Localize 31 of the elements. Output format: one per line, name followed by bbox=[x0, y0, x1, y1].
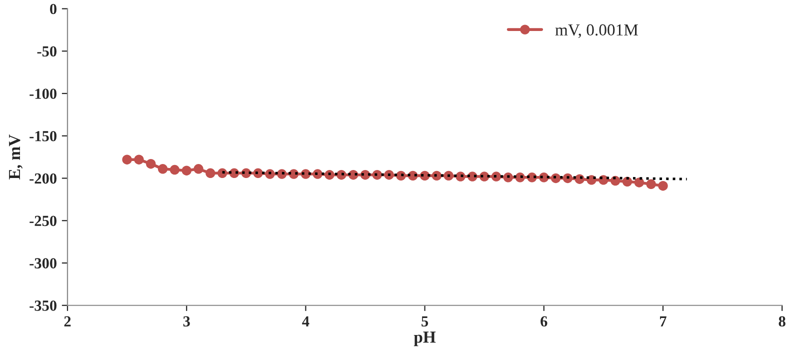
point bbox=[634, 178, 644, 188]
point bbox=[170, 164, 180, 175]
point bbox=[182, 166, 192, 176]
point bbox=[646, 179, 656, 190]
y-tick-label: 0 bbox=[50, 4, 56, 14]
point bbox=[146, 158, 156, 169]
point bbox=[122, 154, 132, 164]
point bbox=[134, 154, 144, 164]
point bbox=[206, 168, 216, 178]
x-tick-label: 8 bbox=[778, 316, 786, 327]
point bbox=[444, 170, 454, 181]
point bbox=[658, 181, 668, 191]
point bbox=[562, 173, 573, 184]
y-tick-label: -50 bbox=[37, 46, 56, 57]
y-tick-label: -100 bbox=[30, 88, 56, 99]
x-axis-title: pH bbox=[414, 332, 436, 346]
point bbox=[158, 164, 168, 174]
y-tick-label: -350 bbox=[30, 300, 56, 311]
x-tick-label: 3 bbox=[183, 316, 190, 327]
y-tick-label: -200 bbox=[30, 173, 56, 184]
point bbox=[194, 164, 204, 174]
x-tick-label: 6 bbox=[540, 316, 548, 327]
y-tick-label: -150 bbox=[30, 131, 56, 142]
x-tick-label: 5 bbox=[422, 316, 428, 327]
x-tick-label: 2 bbox=[64, 316, 71, 326]
legend-label: mV, 0.001M bbox=[555, 24, 638, 38]
x-tick-label: 7 bbox=[660, 316, 666, 326]
x-tick-label: 4 bbox=[302, 316, 310, 326]
y-tick-label: -300 bbox=[30, 258, 56, 268]
y-tick-label: -250 bbox=[30, 216, 56, 226]
y-axis-title: E, mV bbox=[9, 134, 23, 180]
